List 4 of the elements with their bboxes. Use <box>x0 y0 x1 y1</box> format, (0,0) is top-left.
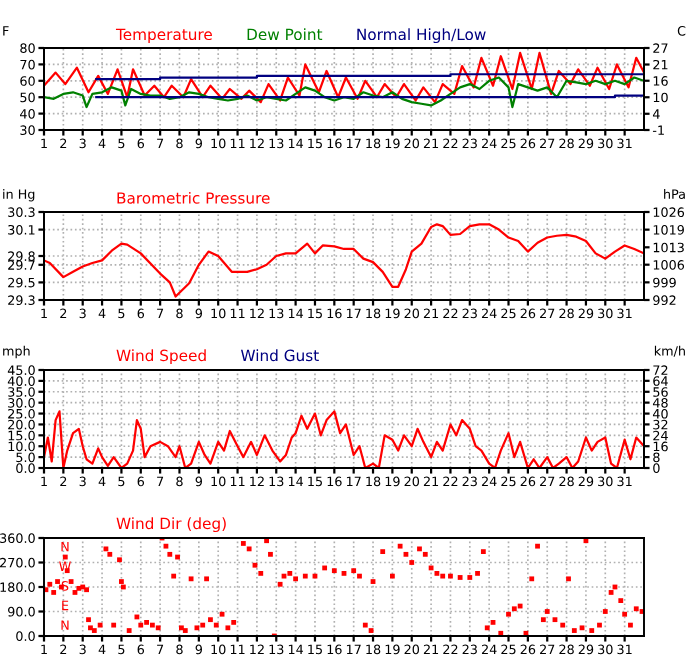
line-series <box>44 51 644 104</box>
line-series <box>44 410 644 468</box>
line-series <box>44 223 644 298</box>
line-series <box>44 76 644 109</box>
